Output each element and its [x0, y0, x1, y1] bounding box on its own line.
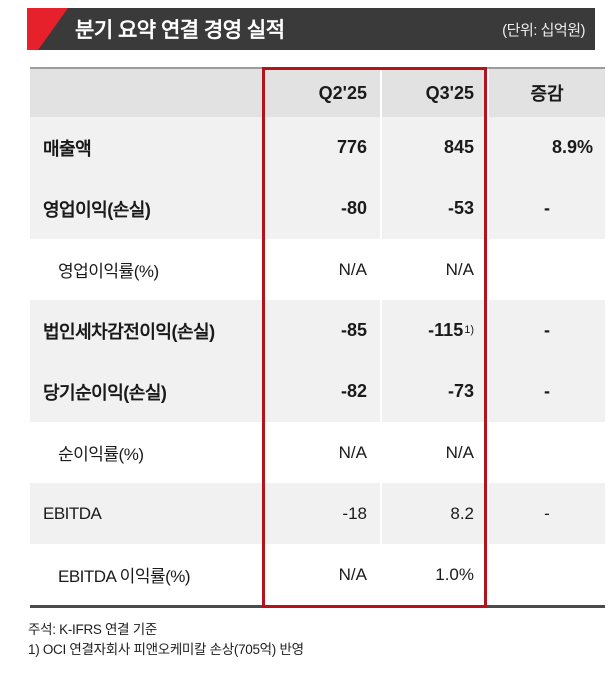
cell-q3: 1.0%	[380, 544, 487, 605]
page-title: 분기 요약 연결 경영 실적	[75, 19, 285, 42]
cell-q3: 8.2	[380, 483, 487, 544]
cell-q3: -115 1)	[380, 300, 487, 361]
header-q2: Q2'25	[262, 69, 380, 117]
row-label: 영업이익률(%)	[30, 239, 262, 300]
row-label: 영업이익(손실)	[30, 178, 262, 239]
footnotes: 주석: K-IFRS 연결 기준 1) OCI 연결자회사 피앤오케미칼 손상(…	[28, 620, 304, 661]
cell-change: -	[487, 300, 605, 361]
cell-q2: -82	[262, 361, 380, 422]
cell-change: -	[487, 361, 605, 422]
cell-q2: 776	[262, 117, 380, 178]
cell-q2: -85	[262, 300, 380, 361]
cell-q2: N/A	[262, 239, 380, 300]
cell-q3: N/A	[380, 422, 487, 483]
cell-change	[487, 544, 605, 605]
cell-q3: N/A	[380, 239, 487, 300]
footnote-line: 주석: K-IFRS 연결 기준	[28, 622, 157, 637]
cell-q3: -73	[380, 361, 487, 422]
cell-q2: N/A	[262, 544, 380, 605]
cell-q3-value: -115	[428, 320, 464, 340]
cell-q3: 845	[380, 117, 487, 178]
footnote-line: 1) OCI 연결자회사 피앤오케미칼 손상(705억) 반영	[28, 642, 304, 658]
cell-change: -	[487, 483, 605, 544]
title-bar: 분기 요약 연결 경영 실적 (단위: 십억원)	[27, 8, 595, 50]
table-grid: Q2'25 Q3'25 증감 매출액 776 845 8.9% 영업이익(손실)…	[30, 67, 605, 608]
cell-change: -	[487, 178, 605, 239]
cell-change	[487, 422, 605, 483]
row-label: EBITDA 이익률(%)	[30, 544, 262, 605]
cell-change	[487, 239, 605, 300]
quarterly-results-table: Q2'25 Q3'25 증감 매출액 776 845 8.9% 영업이익(손실)…	[30, 67, 605, 608]
cell-q2: -80	[262, 178, 380, 239]
cell-q3: -53	[380, 178, 487, 239]
row-label: 순이익률(%)	[30, 422, 262, 483]
header-empty	[30, 69, 262, 117]
cell-change: 8.9%	[487, 117, 605, 178]
row-label: 법인세차감전이익(손실)	[30, 300, 262, 361]
row-label: EBITDA	[30, 483, 262, 544]
row-label: 매출액	[30, 117, 262, 178]
header-change: 증감	[487, 69, 605, 117]
cell-q2: -18	[262, 483, 380, 544]
row-label: 당기순이익(손실)	[30, 361, 262, 422]
unit-label: (단위: 십억원)	[502, 21, 585, 39]
header-q3: Q3'25	[380, 69, 487, 117]
cell-q2: N/A	[262, 422, 380, 483]
